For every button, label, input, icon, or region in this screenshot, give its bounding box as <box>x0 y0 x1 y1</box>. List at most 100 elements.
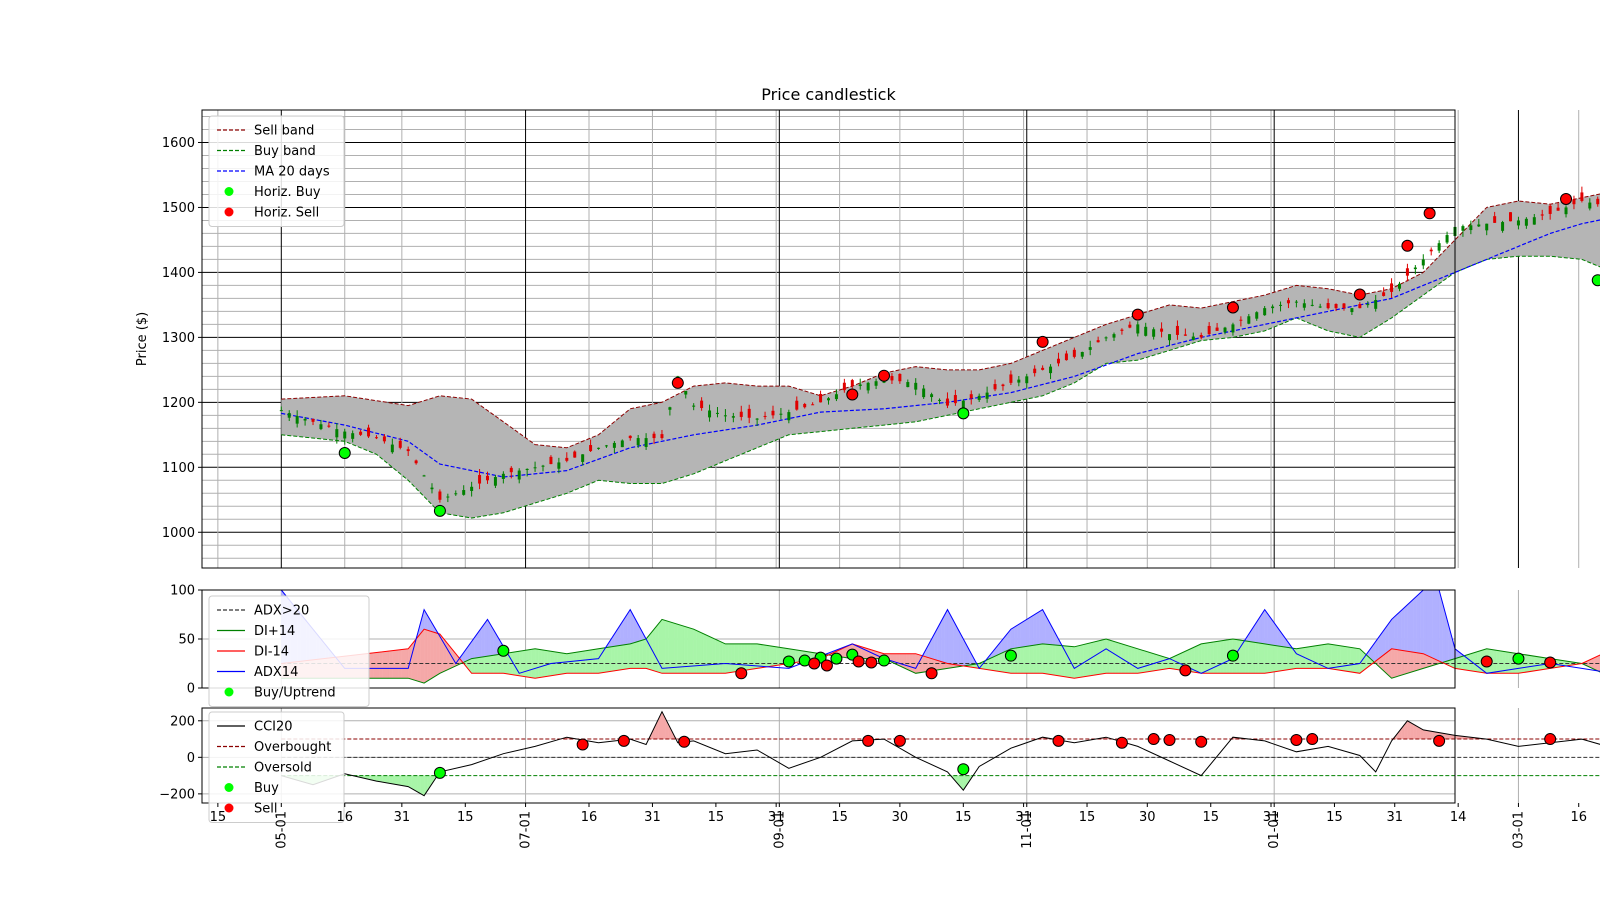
candle-body <box>715 412 719 414</box>
di-fill-segment <box>1242 640 1246 674</box>
adx-fill-segment <box>1407 601 1411 652</box>
adx-fill-segment <box>1410 598 1414 653</box>
candle-body <box>612 442 616 448</box>
candle-body <box>1516 220 1520 226</box>
di-fill-segment <box>1128 645 1132 674</box>
di-fill-segment <box>664 620 669 674</box>
candle-body <box>1540 214 1544 216</box>
di-fill-segment <box>722 642 726 674</box>
di-fill-segment <box>1274 645 1278 672</box>
candle-body <box>652 433 656 439</box>
di-fill-segment <box>1191 646 1196 673</box>
di-fill-segment <box>376 651 380 679</box>
candle-body <box>771 410 775 416</box>
di-fill-segment <box>1051 644 1056 676</box>
di-fill-segment <box>1042 643 1046 674</box>
oversold-fill <box>389 775 393 784</box>
oversold-fill <box>414 775 418 793</box>
x-tick-label-day: 15 <box>210 810 227 825</box>
di-fill-segment <box>1017 647 1021 674</box>
legend-label: Buy <box>254 781 279 796</box>
x-tick-label-day: 31 <box>1386 810 1403 825</box>
candle-body <box>1413 267 1417 270</box>
candle-body <box>1279 304 1283 306</box>
candle-body <box>1168 334 1172 341</box>
candle-body <box>1318 306 1322 308</box>
candle-body <box>1572 199 1576 205</box>
di-fill-segment <box>1331 644 1335 670</box>
candle-body <box>945 398 949 406</box>
adx-fill-segment <box>1416 592 1421 654</box>
price-markers <box>338 193 1600 517</box>
x-tick-label-day: 30 <box>892 810 909 825</box>
candle-body <box>1231 324 1235 333</box>
di-fill-segment <box>776 646 780 666</box>
di-fill-segment <box>1109 639 1113 674</box>
y-tick-label: 1000 <box>162 526 195 541</box>
legend-box <box>208 711 345 823</box>
di-fill-segment <box>417 632 422 683</box>
di-fill-segment <box>747 643 751 671</box>
x-tick-label-month: 05-01 <box>274 811 289 849</box>
cci-sell-marker <box>893 734 906 747</box>
candle-body <box>1445 235 1449 243</box>
di-fill-segment <box>611 646 615 672</box>
candle-body <box>359 431 363 435</box>
di-fill-segment <box>753 643 758 670</box>
candle-body <box>303 418 307 421</box>
y-tick-label: 0 <box>187 682 195 697</box>
candle-body <box>1532 217 1536 225</box>
overbought-fill <box>1429 730 1433 740</box>
candle-body <box>1334 303 1338 309</box>
di-fill-segment <box>1058 645 1062 677</box>
di-fill-segment <box>1305 646 1310 669</box>
price-frame <box>201 109 1456 569</box>
x-tick-label-month: 01-01 <box>1267 811 1282 849</box>
candle-body <box>1263 308 1267 316</box>
di-fill-segment <box>617 645 621 671</box>
di-fill-segment <box>620 644 625 671</box>
candle-body <box>938 399 942 401</box>
di-fill-segment <box>1036 644 1040 674</box>
di-fill-segment <box>1023 646 1027 674</box>
candle-body <box>1191 336 1195 341</box>
candle-body <box>414 460 418 464</box>
di-fill-segment <box>582 650 586 674</box>
di-fill-segment <box>1492 649 1497 674</box>
candle-body <box>351 433 355 439</box>
candle-body <box>1088 347 1092 350</box>
di-fill-segment <box>896 653 901 667</box>
di-fill-segment <box>699 631 704 674</box>
candle-body <box>1056 358 1060 364</box>
cci-buy-marker <box>957 763 970 776</box>
di-fill-segment <box>382 651 387 679</box>
adx-sell-marker <box>865 656 878 669</box>
candle-body <box>597 447 601 449</box>
adx-fill-segment <box>1432 589 1437 660</box>
candle-body <box>533 467 537 469</box>
di-fill-segment <box>433 631 437 678</box>
candle-body <box>1215 327 1219 331</box>
candle-body <box>692 405 696 407</box>
legend-label: Horiz. Buy <box>254 185 321 200</box>
candle-body <box>279 410 283 412</box>
legend-label: Sell <box>254 802 277 817</box>
di-fill-segment <box>379 651 383 679</box>
adx-markers <box>497 644 1557 680</box>
di-fill-segment <box>1150 652 1154 672</box>
oversold-fill <box>411 775 415 791</box>
horiz-sell-marker <box>1353 288 1366 301</box>
di-fill-segment <box>1255 642 1259 674</box>
buy-band-line <box>281 255 1600 519</box>
sell-band-line <box>281 193 1600 449</box>
chart-title: Price candlestick <box>761 85 896 104</box>
oversold-fill <box>417 775 422 795</box>
horiz-sell-marker <box>1423 207 1436 220</box>
candle-body <box>1390 283 1394 292</box>
candle-body <box>1001 384 1005 387</box>
candle-body <box>478 475 482 484</box>
di-fill-segment <box>1102 638 1107 674</box>
oversold-fill <box>401 775 406 787</box>
candle-body <box>1144 326 1148 336</box>
candle-body <box>668 407 672 410</box>
